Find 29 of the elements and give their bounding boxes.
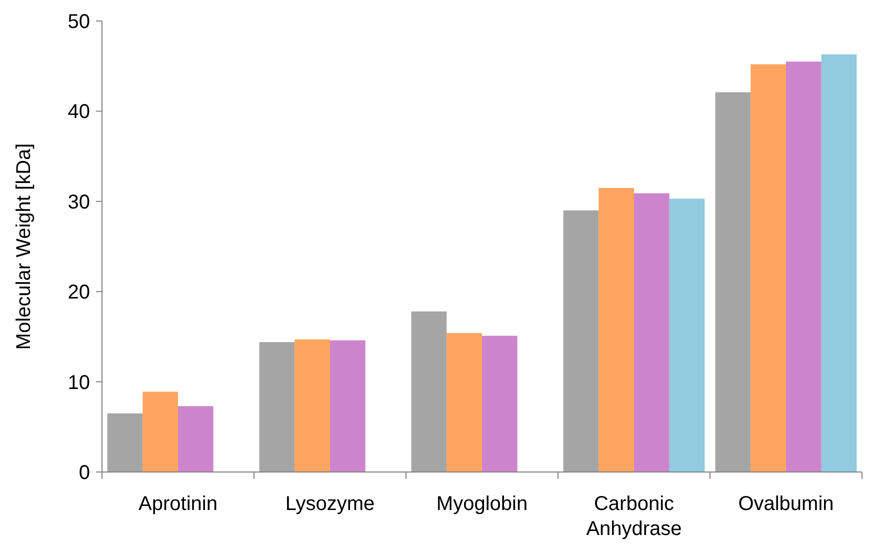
bar xyxy=(107,413,143,472)
bar xyxy=(715,92,751,472)
bar xyxy=(330,340,366,472)
y-tick-label: 50 xyxy=(68,11,90,33)
bar xyxy=(634,193,670,472)
bar xyxy=(750,64,786,472)
bar xyxy=(446,333,482,472)
x-tick-label: Carbonic Anhydrase xyxy=(586,493,682,540)
bar xyxy=(259,342,295,472)
y-tick-label: 0 xyxy=(78,462,90,484)
y-tick-label: 40 xyxy=(68,101,90,124)
x-tick-label: Lysozyme xyxy=(285,493,375,515)
y-tick-label: 20 xyxy=(68,282,90,304)
y-tick-label: 10 xyxy=(68,372,90,394)
bar xyxy=(563,210,599,472)
y-tick-label: 30 xyxy=(68,191,90,214)
bar xyxy=(482,336,518,472)
bar xyxy=(598,188,634,472)
bar xyxy=(669,198,705,472)
bar xyxy=(411,311,447,472)
bar xyxy=(786,62,822,472)
bar xyxy=(294,339,330,472)
x-tick-label: Ovalbumin xyxy=(738,493,834,515)
x-tick-label: Myoglobin xyxy=(436,493,528,515)
y-axis-title: Molecular Weight [kDa] xyxy=(13,143,35,350)
bar xyxy=(821,54,857,472)
x-tick-label: Aprotinin xyxy=(138,493,218,515)
bar xyxy=(142,392,178,472)
bar xyxy=(178,406,214,472)
